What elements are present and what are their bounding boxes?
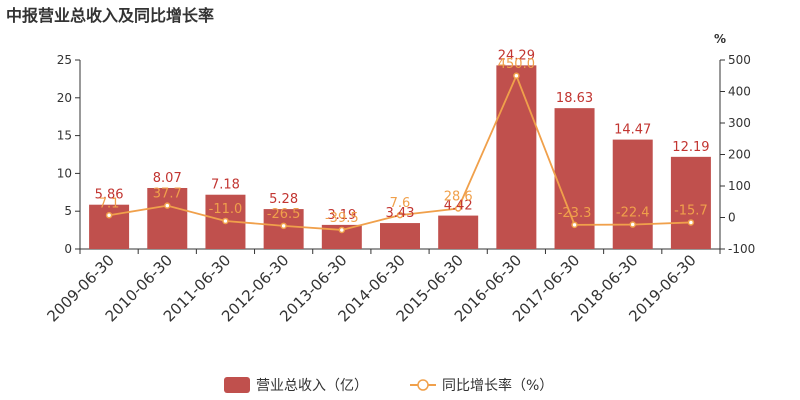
chart-title: 中报营业总收入及同比增长率 xyxy=(6,6,215,25)
revenue-bar xyxy=(670,156,711,249)
revenue-bar-label: 24.29 xyxy=(498,48,535,63)
right-axis-tick-label: 100 xyxy=(728,179,751,193)
growth-point xyxy=(454,205,462,212)
growth-point xyxy=(396,211,404,219)
growth-point xyxy=(338,226,346,234)
growth-point-label: -22.4 xyxy=(616,206,650,221)
left-axis-tick-label: 5 xyxy=(64,204,72,218)
revenue-bar xyxy=(438,215,479,249)
growth-point xyxy=(513,72,520,79)
growth-point xyxy=(571,221,578,229)
revenue-bar xyxy=(147,187,188,249)
revenue-bar xyxy=(612,139,653,249)
revenue-bar-label: 12.19 xyxy=(672,140,709,155)
revenue-bar xyxy=(89,204,130,249)
legend-bar-swatch xyxy=(224,377,250,393)
left-axis-tick-label: 0 xyxy=(64,242,72,256)
revenue-bar-label: 5.86 xyxy=(95,188,124,203)
growth-point-label: 450.0 xyxy=(498,57,535,72)
growth-point-label: -39.5 xyxy=(325,211,359,226)
right-axis-tick-label: 200 xyxy=(728,148,751,162)
growth-point-label: 7.6 xyxy=(390,196,411,211)
revenue-bar-label: 5.28 xyxy=(269,192,298,207)
right-axis-tick-label: 300 xyxy=(728,116,751,130)
growth-point-label: -26.5 xyxy=(267,207,301,222)
growth-point xyxy=(629,221,636,228)
growth-point xyxy=(105,212,113,219)
right-axis-tick-label: 400 xyxy=(728,85,751,99)
growth-point xyxy=(164,202,171,209)
revenue-bar-label: 18.63 xyxy=(556,91,593,106)
revenue-bar-label: 8.07 xyxy=(153,171,182,186)
growth-point xyxy=(222,217,229,225)
growth-point xyxy=(687,219,695,226)
left-axis-tick-label: 25 xyxy=(57,53,72,67)
revenue-bar-label: 4.42 xyxy=(444,199,473,214)
revenue-bar-label: 3.19 xyxy=(327,208,356,223)
growth-point xyxy=(280,222,287,230)
left-axis-tick-label: 10 xyxy=(57,166,72,180)
bar-series xyxy=(89,65,711,250)
growth-point-label: 28.6 xyxy=(444,189,473,204)
growth-point-label: -15.7 xyxy=(674,203,708,218)
growth-point-label: -23.3 xyxy=(558,206,592,221)
right-axis-tick-label: 0 xyxy=(728,211,736,225)
legend-line-marker xyxy=(417,379,429,391)
line-series xyxy=(105,72,695,234)
revenue-bar-label: 3.43 xyxy=(386,206,415,221)
right-axis-unit: % xyxy=(714,32,726,46)
revenue-bar xyxy=(380,223,420,249)
right-axis-tick-label: -100 xyxy=(728,242,755,256)
legend-line-label: 同比增长率（%） xyxy=(442,377,553,394)
growth-point-label: -11.0 xyxy=(209,202,243,217)
right-axis-tick-label: 500 xyxy=(728,53,751,67)
revenue-bar-label: 7.18 xyxy=(211,178,240,193)
growth-point-label: 37.7 xyxy=(153,187,182,202)
legend-bar-label: 营业总收入（亿） xyxy=(256,378,368,394)
data-labels: 5.86 8.07 7.18 5.28 3.19 3.43 4.42 24.29 18.63 14… xyxy=(95,48,710,226)
revenue-bar xyxy=(496,65,537,249)
growth-point-label: 7.1 xyxy=(99,196,120,211)
left-axis-tick-label: 15 xyxy=(57,129,72,143)
revenue-bar-label: 14.47 xyxy=(614,123,651,138)
legend[interactable]: 营业总收入（亿） 同比增长率（%） xyxy=(224,377,553,394)
left-axis-tick-label: 20 xyxy=(57,91,72,105)
